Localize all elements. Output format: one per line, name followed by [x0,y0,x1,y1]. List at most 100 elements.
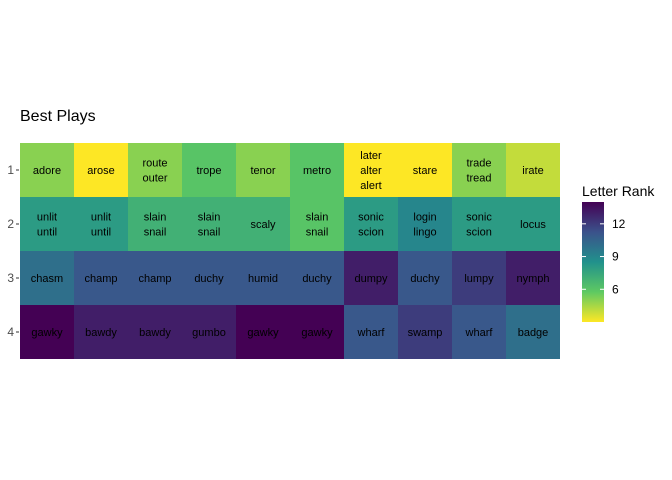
heatmap-cell: unlit until [20,197,74,251]
cell-word: snail [198,227,221,239]
heatmap-cell: gawky [20,305,74,359]
heatmap-cell: trope [182,143,236,197]
cell-word: until [91,227,111,239]
legend-tick-label: 12 [612,217,626,231]
heatmap-cell: trade tread [452,143,506,197]
heatmap-cell: champ [74,251,128,305]
heatmap-cell: adore [20,143,74,197]
cell-word: route [142,158,167,170]
cell-tile [182,251,236,305]
cell-tile [452,143,506,197]
row-label: 3 [7,271,14,285]
cell-tile [74,143,128,197]
cell-word: alert [360,180,381,192]
cell-word: stare [413,165,437,177]
heatmap-cell: login lingo [398,197,452,251]
row-labels: 1 2 3 4 [7,163,19,339]
heatmap-cell: irate [506,143,560,197]
cell-tile [506,143,560,197]
cell-tile [182,305,236,359]
cell-word: champ [84,273,117,285]
heatmap-cell: bawdy [128,305,182,359]
cell-tile [506,197,560,251]
cell-word: unlit [37,212,57,224]
heatmap-cell: duchy [182,251,236,305]
cell-tile [398,143,452,197]
cell-word: wharf [357,327,386,339]
cell-word: scion [466,227,492,239]
cell-word: lumpy [464,273,494,285]
cell-word: lingo [413,227,436,239]
heatmap-cell: lumpy [452,251,506,305]
cell-word: irate [522,165,543,177]
cell-word: swamp [408,327,443,339]
cell-tile [290,305,344,359]
heatmap-cell: later alter alert [344,143,398,197]
heatmap-cell: locus [506,197,560,251]
heatmap-cell: slain snail [128,197,182,251]
heatmap-cell: wharf [344,305,398,359]
cell-word: later [360,150,382,162]
cell-tile [20,305,74,359]
heatmap-cell: scaly [236,197,290,251]
cell-word: scaly [250,219,276,231]
heatmap-cell: badge [506,305,560,359]
cell-word: login [413,212,436,224]
cell-word: nymph [516,273,549,285]
heatmap-cell: duchy [398,251,452,305]
cell-word: slain [198,212,221,224]
cell-word: trope [196,165,221,177]
cell-tile [74,305,128,359]
cell-tile [344,305,398,359]
cell-word: bawdy [85,327,117,339]
heatmap-cell: slain snail [290,197,344,251]
cell-tile [128,251,182,305]
heatmap-cell: wharf [452,305,506,359]
cell-word: scion [358,227,384,239]
heatmap-cell: bawdy [74,305,128,359]
heatmap-cell: slain snail [182,197,236,251]
cell-tile [128,197,182,251]
cell-tile [74,251,128,305]
legend-tick-label: 9 [612,250,619,264]
cell-tile [74,197,128,251]
cell-tile [182,143,236,197]
cell-tile [290,197,344,251]
cell-word: gawky [247,327,279,339]
chart-title: Best Plays [20,108,96,125]
cell-word: tenor [250,165,275,177]
cell-word: sonic [466,212,492,224]
cell-word: duchy [194,273,224,285]
cell-tile [398,305,452,359]
row-label: 2 [7,217,14,231]
cell-tile [344,251,398,305]
cell-word: gawky [301,327,333,339]
cell-tile [20,143,74,197]
heatmap-cell: sonic scion [344,197,398,251]
cell-word: snail [306,227,329,239]
legend-colorbar [582,202,604,322]
heatmap-cell: duchy [290,251,344,305]
cell-word: metro [303,165,331,177]
legend-title: Letter Rank [582,183,655,199]
cell-word: dumpy [354,273,388,285]
cell-tile [20,251,74,305]
heatmap-cell: gawky [290,305,344,359]
heatmap-cell: nymph [506,251,560,305]
row-label: 4 [7,325,14,339]
color-legend: Letter Rank 12 9 6 [582,183,655,322]
cell-word: arose [87,165,115,177]
cell-word: chasm [31,273,63,285]
cell-tile [236,143,290,197]
cell-word: duchy [302,273,332,285]
cell-tile [290,251,344,305]
cell-word: duchy [410,273,440,285]
cell-word: bawdy [139,327,171,339]
cell-tile [398,197,452,251]
cell-tile [344,143,398,197]
heatmap-cell: unlit until [74,197,128,251]
cell-word: badge [518,327,549,339]
heatmap-cell: route outer [128,143,182,197]
cell-word: wharf [465,327,494,339]
